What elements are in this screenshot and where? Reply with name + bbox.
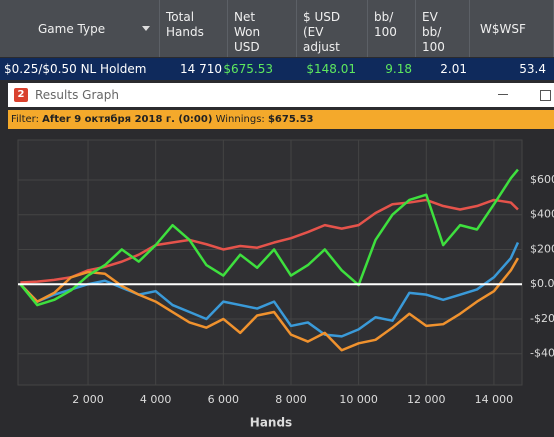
y-tick-label: -$20 <box>530 312 554 325</box>
table-row[interactable]: $0.25/$0.50 NL Holdem 14 710 $675.53 $148.0… <box>0 58 554 80</box>
series-line <box>19 242 520 338</box>
winnings-value: $675.53 <box>267 114 314 125</box>
x-tick-label: 12 000 <box>407 393 446 406</box>
cell: 53.4 <box>519 62 546 76</box>
y-tick-label: -$40 <box>530 347 554 360</box>
header-line: Game Type <box>38 22 106 36</box>
table-header: Game Type Total Hands Net Won USD $ USD (EV adju… <box>0 0 554 57</box>
column-header[interactable]: $ USD (EV adjust <box>297 0 368 57</box>
header-line: USD <box>234 40 260 54</box>
column-header[interactable]: bb/100 <box>368 0 416 57</box>
header-line: bb/ <box>374 10 394 24</box>
cell: 2.01 <box>440 62 467 76</box>
maximize-button[interactable] <box>540 90 551 101</box>
app-icon: 2 <box>14 88 28 102</box>
window-titlebar: 2 Results Graph <box>8 83 554 107</box>
x-tick-label: 14 000 <box>475 393 514 406</box>
cell: 9.18 <box>385 62 412 76</box>
y-tick-label: $200 <box>530 242 554 255</box>
x-tick-label: 2 000 <box>72 393 104 406</box>
x-tick-label: 10 000 <box>339 393 378 406</box>
header-line: Total <box>166 10 195 24</box>
cell: $148.01 <box>306 62 356 76</box>
dropdown-arrow <box>142 26 150 31</box>
header-line: bb/ <box>422 25 442 39</box>
filter-bar: Filter: After 9 октября 2018 г. (0:00) W… <box>8 110 554 129</box>
chart: Hands $600 $400 $200 $0.00 -$20 -$40 2 000 4 00… <box>0 130 554 437</box>
header-line: Won <box>234 25 261 39</box>
x-tick-label: 4 000 <box>140 393 172 406</box>
header-line: EV <box>422 10 438 24</box>
x-axis-title: Hands <box>250 416 292 430</box>
series-line <box>19 257 520 352</box>
column-header[interactable]: EV bb/100 <box>416 0 470 57</box>
header-line: Net <box>234 10 256 24</box>
header-line: W$WSF <box>480 22 526 36</box>
cell: $675.53 <box>223 62 273 76</box>
column-header[interactable]: Total Hands <box>160 0 228 57</box>
window-title: Results Graph <box>35 88 119 102</box>
header-line: Hands <box>166 25 204 39</box>
header-line: 100 <box>422 40 445 54</box>
column-header[interactable]: Net Won USD <box>228 0 297 57</box>
header-line: adjust <box>303 40 340 54</box>
y-tick-label: $600 <box>530 173 554 186</box>
series-line <box>20 198 519 284</box>
cell: 14 710 <box>180 62 222 76</box>
y-tick-label: $0.00 <box>530 277 554 290</box>
cell: $0.25/$0.50 NL Holdem <box>4 62 147 76</box>
minimize-button[interactable] <box>498 94 508 95</box>
header-line: (EV <box>303 25 324 39</box>
filter-label: Filter: <box>11 114 39 125</box>
plot-area <box>17 139 523 386</box>
winnings-label: Winnings: <box>215 114 265 125</box>
y-tick-label: $400 <box>530 208 554 221</box>
series-line <box>19 168 519 307</box>
header-line: 100 <box>374 25 397 39</box>
x-tick-label: 6 000 <box>208 393 240 406</box>
header-line: $ USD <box>303 10 341 24</box>
column-header[interactable]: Game Type <box>0 0 160 57</box>
x-tick-label: 8 000 <box>275 393 307 406</box>
filter-value: After 9 октября 2018 г. (0:00) <box>42 114 213 125</box>
column-header[interactable]: W$WSF <box>470 0 554 57</box>
